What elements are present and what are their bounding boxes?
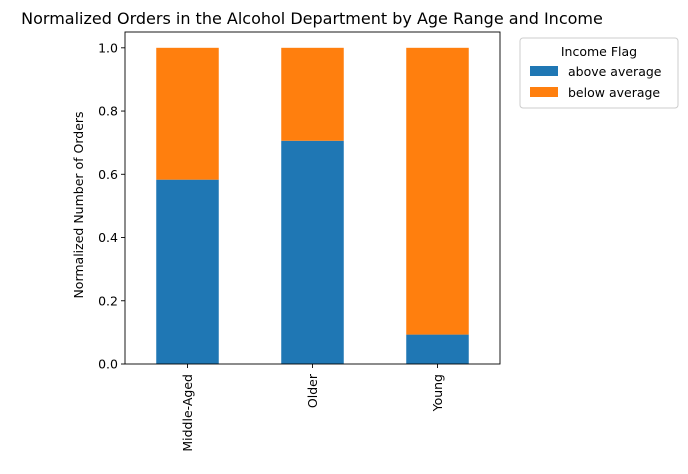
- y-tick-label: 0.4: [98, 230, 118, 245]
- y-axis-label: Normalized Number of Orders: [71, 111, 86, 298]
- legend-title: Income Flag: [561, 44, 637, 59]
- legend-label-below-average: below average: [568, 85, 660, 100]
- y-tick-label: 0.6: [98, 167, 118, 182]
- bar-below-average-middle-aged: [156, 47, 219, 180]
- x-tick-label: Young: [430, 374, 445, 412]
- bar-above-average-middle-aged: [156, 179, 219, 364]
- axes-frame: [124, 31, 501, 365]
- y-tick-label: 1.0: [98, 40, 118, 55]
- legend: Income Flag above average below average: [519, 37, 679, 109]
- y-tick-label: 0.2: [98, 293, 118, 308]
- bar-below-average-young: [406, 47, 469, 335]
- x-tick-label: Middle-Aged: [180, 374, 195, 452]
- bar-below-average-older: [281, 47, 344, 141]
- x-tick-label: Older: [305, 373, 320, 408]
- y-tick-label: 0.8: [98, 104, 118, 119]
- plot-area: Middle-Aged Older Young 0.0 0.2 0.4 0.6 0.8 1.0: [98, 31, 501, 452]
- bar-above-average-older: [281, 140, 344, 364]
- legend-box: [519, 37, 679, 109]
- y-tick-label: 0.0: [98, 357, 118, 372]
- chart-title: Normalized Orders in the Alcohol Departm…: [21, 9, 603, 28]
- bar-above-average-young: [406, 334, 469, 364]
- legend-swatch-below-average: [530, 87, 558, 97]
- legend-label-above-average: above average: [568, 64, 662, 79]
- legend-swatch-above-average: [530, 66, 558, 76]
